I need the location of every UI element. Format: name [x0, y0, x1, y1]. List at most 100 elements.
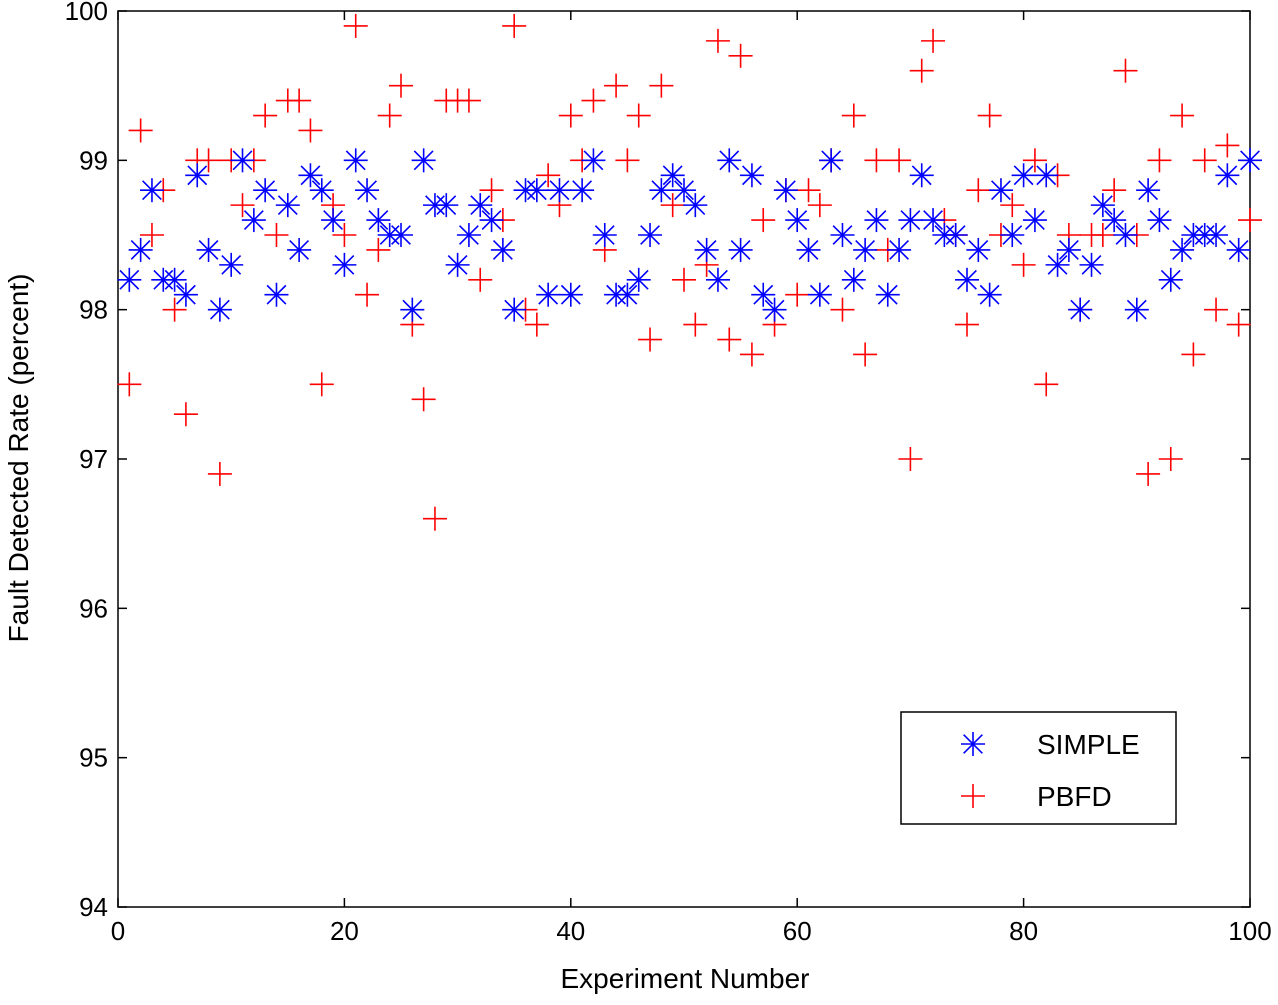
point-simple-91 — [1136, 178, 1161, 203]
point-simple-33 — [479, 208, 504, 233]
point-pbfd-33 — [479, 178, 504, 203]
point-pbfd-61 — [796, 178, 821, 203]
point-pbfd-71 — [909, 58, 934, 83]
point-simple-13 — [253, 178, 278, 203]
point-pbfd-48 — [649, 73, 674, 98]
y-axis-label: Fault Detected Rate (percent) — [3, 274, 34, 643]
point-simple-69 — [887, 237, 912, 262]
point-pbfd-28 — [422, 506, 447, 531]
point-simple-41 — [570, 178, 595, 203]
point-simple-84 — [1056, 237, 1081, 262]
point-pbfd-70 — [898, 447, 923, 471]
point-pbfd-38 — [536, 163, 561, 188]
point-simple-54 — [717, 148, 742, 173]
point-simple-58 — [762, 297, 787, 322]
point-simple-50 — [672, 178, 696, 203]
point-pbfd-9 — [207, 461, 232, 486]
point-simple-1 — [117, 267, 142, 292]
point-pbfd-80 — [1011, 252, 1036, 277]
point-pbfd-32 — [468, 267, 493, 292]
legend: SIMPLE PBFD — [900, 711, 1177, 825]
point-simple-5 — [162, 267, 187, 292]
point-simple-26 — [400, 297, 425, 322]
point-simple-59 — [773, 178, 798, 203]
point-simple-49 — [660, 163, 685, 188]
point-simple-76 — [966, 237, 991, 262]
point-simple-10 — [219, 252, 244, 277]
point-pbfd-100 — [1238, 208, 1262, 233]
point-simple-74 — [943, 223, 968, 247]
point-simple-64 — [830, 223, 855, 247]
point-simple-57 — [751, 282, 776, 307]
point-simple-93 — [1158, 267, 1183, 292]
x-tick-label: 40 — [556, 916, 585, 946]
y-tick-label: 98 — [79, 295, 108, 325]
point-simple-19 — [321, 208, 346, 233]
axis-ticks: 0 20 40 60 80 100 94 95 96 97 98 99 100 — [65, 0, 1272, 946]
point-pbfd-8 — [196, 148, 221, 173]
point-pbfd-45 — [615, 148, 640, 173]
point-simple-14 — [264, 282, 289, 307]
point-pbfd-94 — [1170, 103, 1195, 128]
legend-marker-simple — [961, 732, 985, 756]
point-pbfd-23 — [366, 237, 391, 262]
x-tick-label: 60 — [783, 916, 812, 946]
legend-label-simple: SIMPLE — [1037, 729, 1140, 760]
point-pbfd-14 — [264, 223, 289, 247]
point-simple-79 — [1000, 223, 1025, 247]
point-pbfd-89 — [1113, 58, 1138, 83]
point-simple-39 — [547, 178, 572, 203]
point-pbfd-76 — [966, 178, 991, 203]
point-pbfd-42 — [581, 88, 606, 113]
legend-symbol-pbfd — [961, 784, 985, 808]
point-pbfd-20 — [332, 223, 357, 247]
point-pbfd-67 — [864, 148, 889, 173]
point-simple-23 — [366, 208, 391, 233]
point-simple-43 — [592, 223, 617, 247]
point-simple-6 — [173, 282, 198, 307]
point-simple-72 — [921, 208, 946, 233]
point-pbfd-47 — [638, 327, 663, 352]
point-pbfd-77 — [977, 103, 1002, 128]
x-tick-label: 0 — [111, 916, 125, 946]
point-pbfd-13 — [253, 103, 278, 128]
point-pbfd-98 — [1215, 133, 1240, 158]
point-simple-92 — [1147, 208, 1172, 233]
point-pbfd-40 — [558, 103, 583, 128]
point-pbfd-6 — [173, 402, 198, 427]
point-pbfd-27 — [411, 387, 436, 412]
point-simple-51 — [683, 193, 708, 218]
point-simple-47 — [638, 223, 663, 247]
point-simple-18 — [309, 178, 334, 203]
point-pbfd-1 — [117, 372, 142, 397]
point-simple-65 — [841, 267, 866, 292]
point-pbfd-95 — [1181, 342, 1206, 367]
point-simple-40 — [558, 282, 583, 307]
point-pbfd-65 — [841, 103, 866, 128]
point-pbfd-53 — [705, 28, 730, 53]
x-tick-label: 80 — [1009, 916, 1038, 946]
point-pbfd-93 — [1158, 447, 1183, 471]
legend-label-pbfd: PBFD — [1037, 781, 1112, 812]
point-simple-75 — [955, 267, 979, 292]
point-simple-38 — [536, 282, 561, 307]
legend-symbol-simple — [961, 732, 985, 756]
point-simple-62 — [807, 282, 832, 307]
point-pbfd-31 — [456, 88, 481, 113]
point-simple-66 — [853, 237, 878, 262]
point-simple-67 — [864, 208, 889, 233]
point-pbfd-88 — [1102, 178, 1127, 203]
point-pbfd-56 — [739, 342, 764, 367]
point-simple-35 — [502, 297, 527, 322]
legend-box — [900, 711, 1177, 825]
point-simple-99 — [1226, 237, 1251, 262]
point-pbfd-17 — [298, 118, 323, 143]
point-simple-8 — [196, 237, 221, 262]
point-simple-81 — [1022, 208, 1047, 233]
y-tick-label: 95 — [79, 743, 108, 773]
point-pbfd-46 — [626, 103, 651, 128]
point-pbfd-57 — [751, 208, 776, 233]
point-simple-48 — [649, 178, 674, 203]
